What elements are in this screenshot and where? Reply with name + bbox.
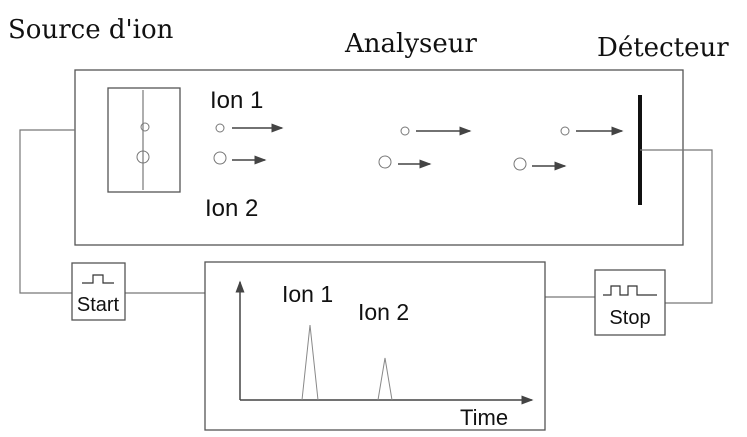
stop-pulse xyxy=(603,285,657,296)
stop-label: Stop xyxy=(609,307,650,329)
ion1-label: Ion 1 xyxy=(210,87,263,114)
peak-1 xyxy=(301,324,319,401)
wire-start xyxy=(19,129,75,294)
ion2-label: Ion 2 xyxy=(205,195,258,222)
wire-stop xyxy=(640,149,713,304)
plot-box xyxy=(204,261,546,431)
analyzer-title: Analyseur xyxy=(344,29,478,59)
detector-title: Détecteur xyxy=(597,33,729,63)
peak-2 xyxy=(377,357,393,401)
start-label: Start xyxy=(77,294,120,316)
chamber xyxy=(74,69,684,246)
plot-ion2: Ion 2 xyxy=(358,299,409,325)
source-box xyxy=(107,87,181,193)
source-title: Source d'ion xyxy=(8,15,174,45)
start-pulse xyxy=(82,274,114,284)
time-label: Time xyxy=(460,405,508,430)
plot-ion1: Ion 1 xyxy=(282,281,333,307)
start-box xyxy=(71,262,126,321)
stop-box xyxy=(594,269,666,336)
ions xyxy=(136,122,624,171)
